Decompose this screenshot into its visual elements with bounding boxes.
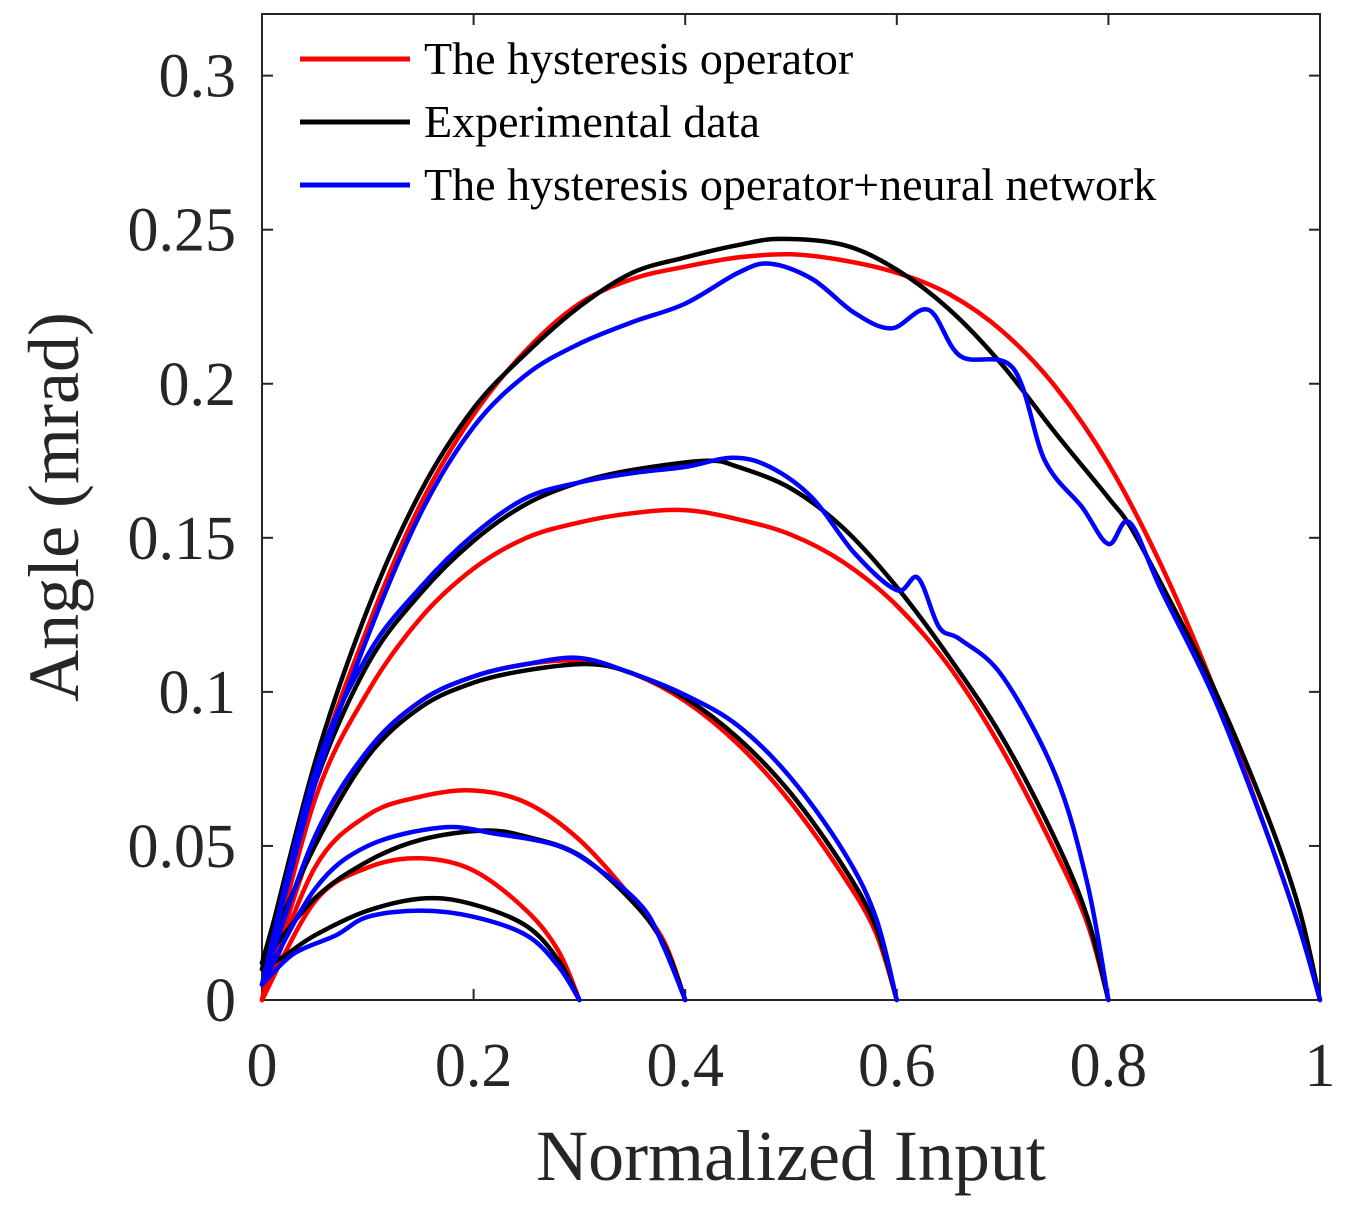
data-curves bbox=[259, 236, 1323, 1003]
series-3-curve-1 bbox=[259, 908, 582, 1003]
x-tick-label: 0.8 bbox=[1070, 1032, 1148, 1100]
x-tick-label: 0.6 bbox=[858, 1032, 936, 1100]
x-tick-labels: 0 0.2 0.4 0.6 0.8 1 bbox=[247, 1032, 1336, 1100]
series-1 bbox=[259, 251, 1323, 1003]
series-2-curve-1 bbox=[259, 895, 582, 1003]
series-3 bbox=[259, 261, 1323, 1003]
series-2-curve-5 bbox=[259, 236, 1323, 1003]
series-3-curve-4 bbox=[259, 455, 1111, 1003]
x-tick-label: 0 bbox=[247, 1032, 278, 1100]
legend-label: Experimental data bbox=[424, 96, 760, 147]
series-2-curve-3 bbox=[259, 661, 900, 1003]
series-3-curve-5 bbox=[259, 261, 1323, 1003]
y-axis-title: Angle (mrad) bbox=[14, 312, 94, 702]
series-2-curve-2 bbox=[259, 828, 688, 1003]
plot-area bbox=[261, 13, 1321, 1001]
y-tick-label: 0.15 bbox=[128, 505, 237, 573]
legend-label: The hysteresis operator bbox=[424, 33, 853, 84]
y-tick-label: 0.3 bbox=[159, 43, 237, 111]
series-3-curve-3 bbox=[259, 655, 900, 1003]
legend-item-3: The hysteresis operator+neural network bbox=[300, 159, 1156, 210]
legend-item-1: The hysteresis operator bbox=[300, 33, 853, 84]
legend-item-2: Experimental data bbox=[300, 96, 760, 147]
y-tick-label: 0.05 bbox=[128, 813, 237, 881]
y-tick-label: 0.25 bbox=[128, 197, 237, 265]
legend: The hysteresis operator Experimental data… bbox=[300, 33, 1156, 210]
x-tick-label: 1 bbox=[1305, 1032, 1336, 1100]
x-axis-title: Normalized Input bbox=[536, 1116, 1046, 1196]
x-tick-label: 0.2 bbox=[435, 1032, 513, 1100]
y-tick-label: 0.2 bbox=[159, 351, 237, 419]
series-3-curve-2 bbox=[259, 824, 688, 1003]
series-1-curve-4 bbox=[259, 507, 1111, 1003]
y-tick-label: 0.1 bbox=[159, 659, 237, 727]
plot-frame bbox=[261, 13, 1321, 1001]
series-1-curve-5 bbox=[259, 251, 1323, 1003]
y-tick-labels: 0 0.05 0.1 0.15 0.2 0.25 0.3 bbox=[128, 43, 237, 1035]
x-tick-label: 0.4 bbox=[646, 1032, 724, 1100]
y-tick-label: 0 bbox=[205, 967, 236, 1035]
legend-label: The hysteresis operator+neural network bbox=[424, 159, 1156, 210]
